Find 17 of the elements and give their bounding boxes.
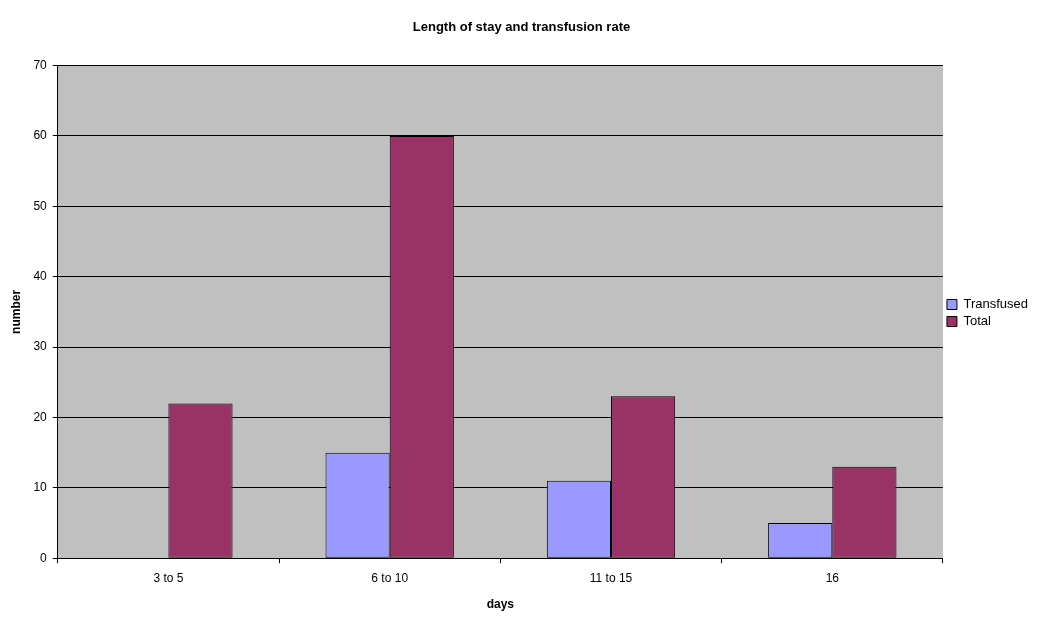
x-tick-label: 6 to 10 (371, 570, 409, 585)
y-tick-label: 50 (33, 198, 48, 213)
y-tick-label: 20 (33, 409, 48, 424)
chart-title: Length of stay and transfusion rate (412, 19, 631, 35)
x-axis-title: days (486, 597, 515, 612)
x-tick-label: 3 to 5 (153, 570, 184, 585)
y-tick-label: 40 (33, 269, 48, 284)
y-tick-label: 70 (33, 57, 48, 72)
y-axis-title: number (8, 289, 23, 334)
x-tick-label: 16 (825, 570, 840, 585)
y-tick-label: 0 (40, 550, 48, 565)
y-tick-label: 30 (33, 339, 48, 354)
y-tick-label: 60 (33, 128, 48, 143)
legend-label: Total (963, 313, 992, 329)
legend-label: Transfused (963, 296, 1029, 312)
x-tick-label: 11 to 15 (589, 570, 633, 585)
y-tick-label: 10 (33, 480, 48, 495)
